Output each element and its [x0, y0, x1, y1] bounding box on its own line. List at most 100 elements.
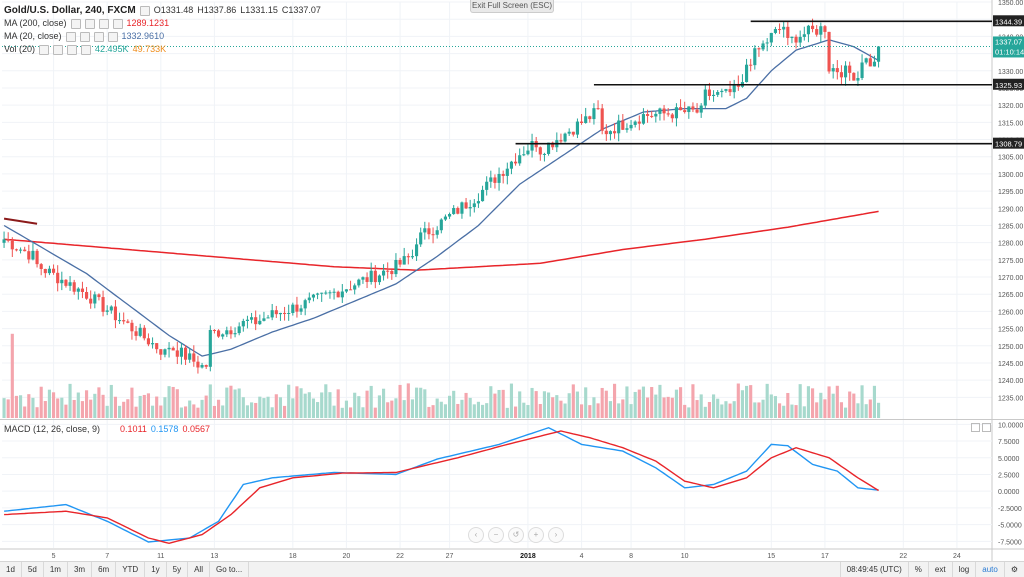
candle-body[interactable]	[150, 343, 155, 345]
candle-body[interactable]	[538, 147, 542, 155]
candle-body[interactable]	[101, 297, 105, 312]
candle-body[interactable]	[221, 334, 225, 337]
scroll-left-icon[interactable]: ‹	[468, 527, 484, 543]
candle-body[interactable]	[80, 288, 85, 293]
settings-icon[interactable]	[84, 18, 95, 29]
candle-body[interactable]	[229, 330, 233, 335]
candle-body[interactable]	[212, 329, 217, 331]
candle-body[interactable]	[472, 203, 476, 208]
candle-body[interactable]	[179, 347, 184, 357]
candle-body[interactable]	[629, 124, 633, 129]
candle-body[interactable]	[27, 251, 31, 260]
candle-body[interactable]	[155, 343, 159, 350]
candle-body[interactable]	[633, 121, 637, 125]
candle-body[interactable]	[579, 121, 584, 123]
candle-body[interactable]	[650, 115, 654, 117]
candle-body[interactable]	[518, 155, 522, 164]
candle-body[interactable]	[225, 330, 229, 335]
candle-body[interactable]	[819, 26, 823, 35]
candle-body[interactable]	[637, 121, 641, 124]
candle-body[interactable]	[84, 292, 89, 299]
candle-body[interactable]	[291, 304, 295, 313]
candle-body[interactable]	[365, 277, 369, 282]
candle-body[interactable]	[687, 106, 691, 113]
candle-body[interactable]	[435, 230, 439, 235]
candle-body[interactable]	[559, 140, 563, 142]
candle-body[interactable]	[163, 349, 167, 355]
candle-body[interactable]	[823, 26, 827, 32]
log-toggle[interactable]: log	[951, 562, 976, 577]
candle-body[interactable]	[765, 42, 769, 44]
close-icon[interactable]	[93, 31, 104, 42]
candle-body[interactable]	[278, 312, 283, 315]
candle-body[interactable]	[724, 89, 728, 91]
candle-body[interactable]	[678, 107, 683, 111]
candle-body[interactable]	[175, 350, 179, 357]
candle-body[interactable]	[196, 361, 200, 368]
candle-body[interactable]	[200, 365, 204, 368]
scroll-right-icon[interactable]: ›	[548, 527, 564, 543]
candle-body[interactable]	[810, 25, 815, 30]
candle-body[interactable]	[171, 347, 175, 351]
candle-body[interactable]	[728, 89, 732, 93]
candle-body[interactable]	[509, 161, 514, 169]
candle-body[interactable]	[307, 297, 311, 301]
candle-body[interactable]	[600, 108, 604, 131]
candle-body[interactable]	[489, 177, 493, 182]
candle-body[interactable]	[266, 317, 270, 319]
candle-body[interactable]	[35, 250, 39, 265]
candle-body[interactable]	[64, 279, 68, 286]
candle-body[interactable]	[757, 48, 761, 50]
candle-body[interactable]	[777, 29, 782, 31]
candle-body[interactable]	[612, 131, 617, 134]
candle-body[interactable]	[76, 288, 80, 292]
candle-body[interactable]	[513, 161, 518, 164]
candle-body[interactable]	[328, 292, 332, 294]
timeframe-all[interactable]: All	[188, 562, 210, 577]
candle-body[interactable]	[245, 319, 250, 321]
candle-body[interactable]	[584, 116, 588, 123]
candle-body[interactable]	[592, 108, 596, 120]
candle-body[interactable]	[699, 105, 703, 113]
candle-body[interactable]	[493, 177, 497, 183]
trend-line[interactable]	[3, 217, 38, 225]
timeframe-6m[interactable]: 6m	[92, 562, 117, 577]
candle-body[interactable]	[254, 317, 258, 325]
settings-icon[interactable]	[53, 44, 64, 55]
candle-body[interactable]	[357, 279, 361, 286]
candle-body[interactable]	[295, 304, 299, 312]
candle-body[interactable]	[427, 228, 431, 235]
candle-body[interactable]	[526, 150, 530, 155]
candle-body[interactable]	[398, 259, 402, 265]
candle-body[interactable]	[381, 270, 386, 276]
candle-body[interactable]	[89, 298, 93, 304]
settings-icon[interactable]	[79, 31, 90, 42]
candle-body[interactable]	[237, 326, 241, 334]
candle-body[interactable]	[716, 92, 720, 95]
candle-body[interactable]	[744, 64, 749, 83]
candle-body[interactable]	[18, 249, 23, 251]
candle-body[interactable]	[707, 89, 712, 96]
candle-body[interactable]	[56, 272, 60, 284]
candle-body[interactable]	[563, 133, 567, 142]
timeframe-5y[interactable]: 5y	[167, 562, 189, 577]
candle-body[interactable]	[501, 173, 505, 176]
more-icon[interactable]	[107, 31, 118, 42]
candle-body[interactable]	[299, 308, 303, 312]
candle-body[interactable]	[864, 58, 868, 63]
percent-toggle[interactable]: %	[907, 562, 928, 577]
candle-body[interactable]	[456, 208, 460, 214]
candle-body[interactable]	[608, 131, 613, 135]
candle-body[interactable]	[282, 312, 287, 314]
candle-body[interactable]	[348, 289, 353, 291]
candle-body[interactable]	[340, 291, 344, 298]
timeframe-5d[interactable]: 5d	[22, 562, 44, 577]
candle-body[interactable]	[51, 268, 56, 273]
candle-body[interactable]	[839, 72, 844, 78]
candle-body[interactable]	[117, 320, 122, 322]
candle-body[interactable]	[460, 202, 464, 214]
candle-body[interactable]	[31, 250, 35, 260]
candle-body[interactable]	[831, 68, 835, 72]
candle-body[interactable]	[274, 310, 278, 315]
candle-body[interactable]	[691, 106, 695, 110]
